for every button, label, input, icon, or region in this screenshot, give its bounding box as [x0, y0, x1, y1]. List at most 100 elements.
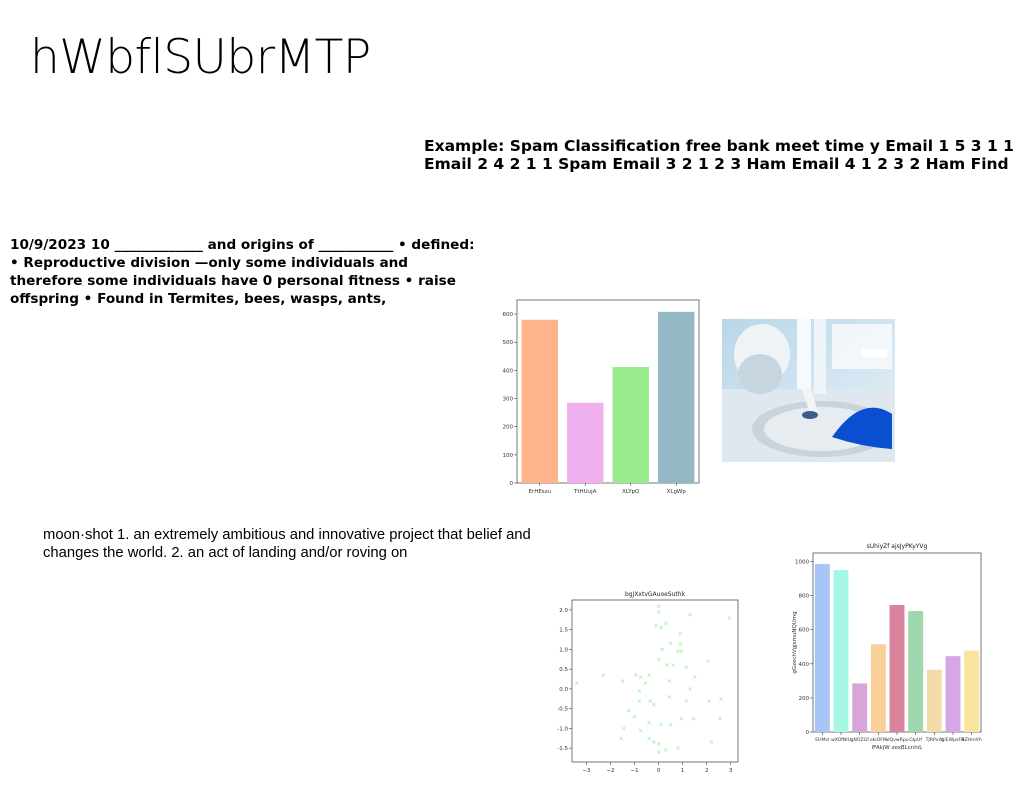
y-tick-label: 200	[503, 425, 514, 431]
scatter-point: ×	[658, 625, 663, 632]
scatter-point: ×	[656, 609, 661, 616]
bar	[567, 402, 604, 483]
plot-frame	[571, 599, 739, 763]
scatter-point: ×	[643, 680, 648, 687]
scatter-point: ×	[654, 623, 659, 630]
scatter-point: ×	[684, 698, 689, 705]
scatter-point: ×	[638, 727, 643, 734]
scatter-point: ×	[621, 725, 626, 732]
scatter-point: ×	[668, 640, 673, 647]
bar	[612, 367, 649, 483]
x-tick-label: glEWpsFN	[941, 737, 964, 743]
scatter-point: ×	[667, 694, 672, 701]
y-tick-label: 200	[799, 696, 810, 702]
x-tick-label: −1	[630, 768, 638, 774]
y-tick-label: 600	[503, 312, 514, 318]
scatter-point: ×	[678, 640, 683, 647]
scatter-point: ×	[717, 716, 722, 723]
scatter-point: ×	[626, 708, 631, 715]
scatter-point: ×	[656, 603, 661, 610]
y-tick-label: 1.5	[559, 628, 568, 634]
x-tick-label: 0	[657, 768, 661, 774]
scatter-point: ×	[705, 658, 710, 665]
scatter-point: ×	[667, 678, 672, 685]
x-tick-label: 3	[729, 768, 733, 774]
bar-chart-2: sUhiyZf ajsJyPKyYVg 0 200 400 600 800 1000 EHMc…	[792, 543, 982, 751]
scatter-point: ×	[646, 719, 651, 726]
scatter-point: ×	[637, 698, 642, 705]
scatter-point: ×	[727, 615, 732, 622]
bar	[852, 683, 868, 732]
bar	[964, 650, 980, 732]
x-tick-label: XLgWp	[667, 489, 687, 495]
x-tick-label: GlpUf	[909, 737, 922, 743]
y-tick-label: 300	[503, 397, 514, 403]
x-tick-label: okiOFM	[870, 737, 887, 743]
scatter-point: ×	[638, 674, 643, 681]
x-axis-label: lFAkjW zexBLcnhiL	[872, 745, 924, 751]
scatter-point: ×	[719, 696, 724, 703]
moonshot-definition-text: moon·shot 1. an extremely ambitious and …	[43, 527, 531, 561]
x-tick-label: 1	[681, 768, 685, 774]
y-tick-label: 0.5	[559, 667, 568, 673]
bar	[814, 564, 830, 732]
scatter-point: ×	[651, 702, 656, 709]
scatter-point: ×	[574, 680, 579, 687]
y-tick-label: 0.0	[559, 687, 568, 693]
scatter-point: ×	[646, 735, 651, 742]
scatter-point: ×	[671, 662, 676, 669]
y-tick-label: -1.0	[557, 726, 568, 732]
scatter-point: ×	[637, 688, 642, 695]
scatter-point: ×	[679, 648, 684, 655]
scatter-point: ×	[675, 648, 680, 655]
scatter-point: ×	[632, 714, 637, 721]
spam-example-text: Example: Spam Classification free bank m…	[424, 137, 1014, 173]
scatter-point: ×	[687, 686, 692, 693]
scatter-point: ×	[656, 656, 661, 663]
scatter-point: ×	[691, 716, 696, 723]
scatter-point: ×	[663, 621, 668, 628]
scatter-point: ×	[633, 672, 638, 679]
scatter-point: ×	[707, 698, 712, 705]
scatter-title: bgJXxtvGAuoeSuthk	[625, 591, 686, 598]
bar	[926, 669, 942, 732]
scatter-chart: bgJXxtvGAuoeSuthk -1.5 -1.0 -0.5 0.0 0.5 1.0 1.…	[557, 591, 739, 774]
x-tick-label: −2	[606, 768, 614, 774]
bar	[521, 319, 558, 483]
bar	[870, 644, 886, 732]
x-tick-label: EHMcl	[815, 737, 829, 743]
scatter-point: ×	[709, 739, 714, 746]
bar-chart-1: 0 100 200 300 400 500 600 ErHEszu TtHUujA XLYpQ XL…	[503, 299, 700, 495]
y-tick-label: 1000	[795, 560, 809, 566]
y-tick-label: 2.0	[559, 608, 568, 614]
x-tick-label: TtHUujA	[573, 489, 597, 495]
slide-title: hWbflSUbrMTP	[30, 30, 371, 85]
x-tick-label: 2	[705, 768, 709, 774]
y-tick-label: 0	[806, 730, 810, 736]
scatter-point: ×	[656, 749, 661, 756]
bar	[833, 570, 849, 732]
scatter-point: ×	[648, 698, 653, 705]
y-tick-label: 1.0	[559, 647, 568, 653]
scatter-point: ×	[665, 662, 670, 669]
y-tick-label: 0	[510, 481, 514, 487]
scatter-point: ×	[658, 721, 663, 728]
x-tick-label: −3	[582, 768, 591, 774]
scatter-point: ×	[687, 612, 692, 619]
x-tick-label: ulQvwRpu	[885, 737, 908, 743]
x-tick-label: TJRPvW	[925, 737, 944, 743]
y-tick-label: 400	[503, 368, 514, 374]
y-tick-label: -0.5	[557, 707, 568, 713]
scatter-point: ×	[646, 672, 651, 679]
x-tick-label: RZHmVh	[962, 737, 982, 743]
scatter-point: ×	[620, 678, 625, 685]
x-tick-label: gNOZGf	[851, 737, 870, 743]
bar	[889, 604, 905, 732]
eusociality-notes-text: 10/9/2023 10 _____________ and origins o…	[10, 237, 475, 307]
scatter-point: ×	[684, 664, 689, 671]
y-tick-label: 400	[799, 662, 810, 668]
scatter-point: ×	[668, 721, 673, 728]
scatter-point: ×	[692, 674, 697, 681]
x-tick-label: XLYpQ	[622, 489, 640, 495]
scatter-point: ×	[651, 739, 656, 746]
